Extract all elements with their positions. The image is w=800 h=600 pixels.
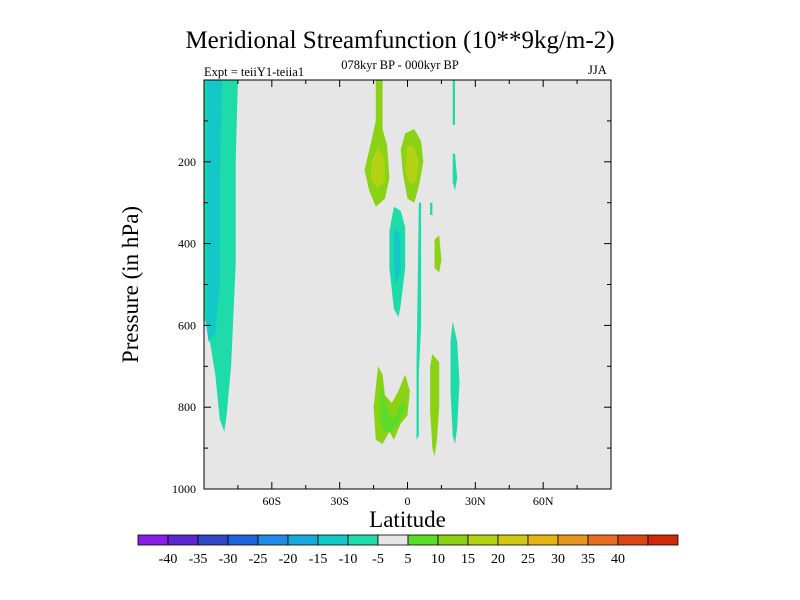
contour-region-13 xyxy=(450,321,460,444)
colorbar-label: 10 xyxy=(431,552,445,567)
colorbar-swatch xyxy=(527,534,559,546)
colorbar-swatch xyxy=(197,534,229,546)
chart-subtitle-left: Expt = teiiY1-teiia1 xyxy=(204,65,305,79)
contour-region-5 xyxy=(405,145,419,185)
colorbar-swatch xyxy=(377,534,409,546)
contour-region-10 xyxy=(434,235,442,273)
colorbar-label: 20 xyxy=(491,552,505,567)
y-axis: 200 400 600 800 1000 xyxy=(172,120,611,496)
y-tick-label: 800 xyxy=(178,400,196,414)
colorbar-label: -5 xyxy=(372,552,384,567)
contour-region-12 xyxy=(452,153,458,191)
colorbar-swatch xyxy=(287,534,319,546)
y-tick-label: 1000 xyxy=(172,482,196,496)
colorbar-label: -15 xyxy=(309,552,328,567)
colorbar-label: -25 xyxy=(249,552,268,567)
y-tick-label: 600 xyxy=(178,318,196,332)
colorbar: -40 -35 -30 -25 -20 -15 -10 -5 5 10 15 20 25 30 35 40 xyxy=(137,534,679,567)
contour-region-11 xyxy=(452,80,455,125)
x-tick-label: 30S xyxy=(330,494,349,508)
chart-title: Meridional Streamfunction (10**9kg/m-2) xyxy=(185,27,615,54)
x-tick-label: 30N xyxy=(465,494,486,508)
colorbar-label: 40 xyxy=(611,552,625,567)
colorbar-label: 35 xyxy=(581,552,595,567)
colorbar-swatch xyxy=(347,534,379,546)
colorbar-swatch xyxy=(407,534,439,546)
y-axis-title: Pressure (in hPa) xyxy=(118,206,143,363)
colorbar-swatch xyxy=(167,534,199,546)
colorbar-swatch xyxy=(137,534,169,546)
colorbar-swatch xyxy=(257,534,289,546)
contour-region-16 xyxy=(430,354,440,457)
colorbar-swatch xyxy=(647,534,679,546)
colorbar-swatch xyxy=(497,534,529,546)
contour-region-8 xyxy=(416,202,422,440)
x-tick-label: 0 xyxy=(405,494,411,508)
contour-region-7 xyxy=(393,227,401,285)
colorbar-swatch xyxy=(617,534,649,546)
colorbar-label: 5 xyxy=(405,552,412,567)
colorbar-swatch xyxy=(467,534,499,546)
colorbar-label: -30 xyxy=(219,552,238,567)
x-axis: 60S 30S 0 30N 60N xyxy=(237,80,578,508)
colorbar-label: -10 xyxy=(339,552,358,567)
colorbar-label: -20 xyxy=(279,552,298,567)
y-tick-label: 400 xyxy=(178,237,196,251)
colorbar-swatch xyxy=(437,534,469,546)
chart-subtitle-center: 078kyr BP - 000kyr BP xyxy=(341,58,459,72)
colorbar-swatch xyxy=(587,534,619,546)
y-tick-label: 200 xyxy=(178,155,196,169)
x-tick-label: 60N xyxy=(533,494,554,508)
contour-region-9 xyxy=(430,202,433,215)
x-axis-title: Latitude xyxy=(369,507,446,532)
colorbar-label: -35 xyxy=(189,552,208,567)
colorbar-swatch xyxy=(557,534,589,546)
contour-region-3 xyxy=(371,147,385,189)
colorbar-label: -40 xyxy=(159,552,178,567)
contour-region-15 xyxy=(380,382,406,432)
contour-region-1 xyxy=(206,80,223,342)
colorbar-label: 25 xyxy=(521,552,535,567)
colorbar-label: 15 xyxy=(461,552,475,567)
colorbar-swatch xyxy=(227,534,259,546)
chart-subtitle-right: JJA xyxy=(588,63,607,77)
colorbar-label: 30 xyxy=(551,552,565,567)
colorbar-swatch xyxy=(317,534,349,546)
contour-regions xyxy=(204,80,460,457)
x-tick-label: 60S xyxy=(262,494,281,508)
